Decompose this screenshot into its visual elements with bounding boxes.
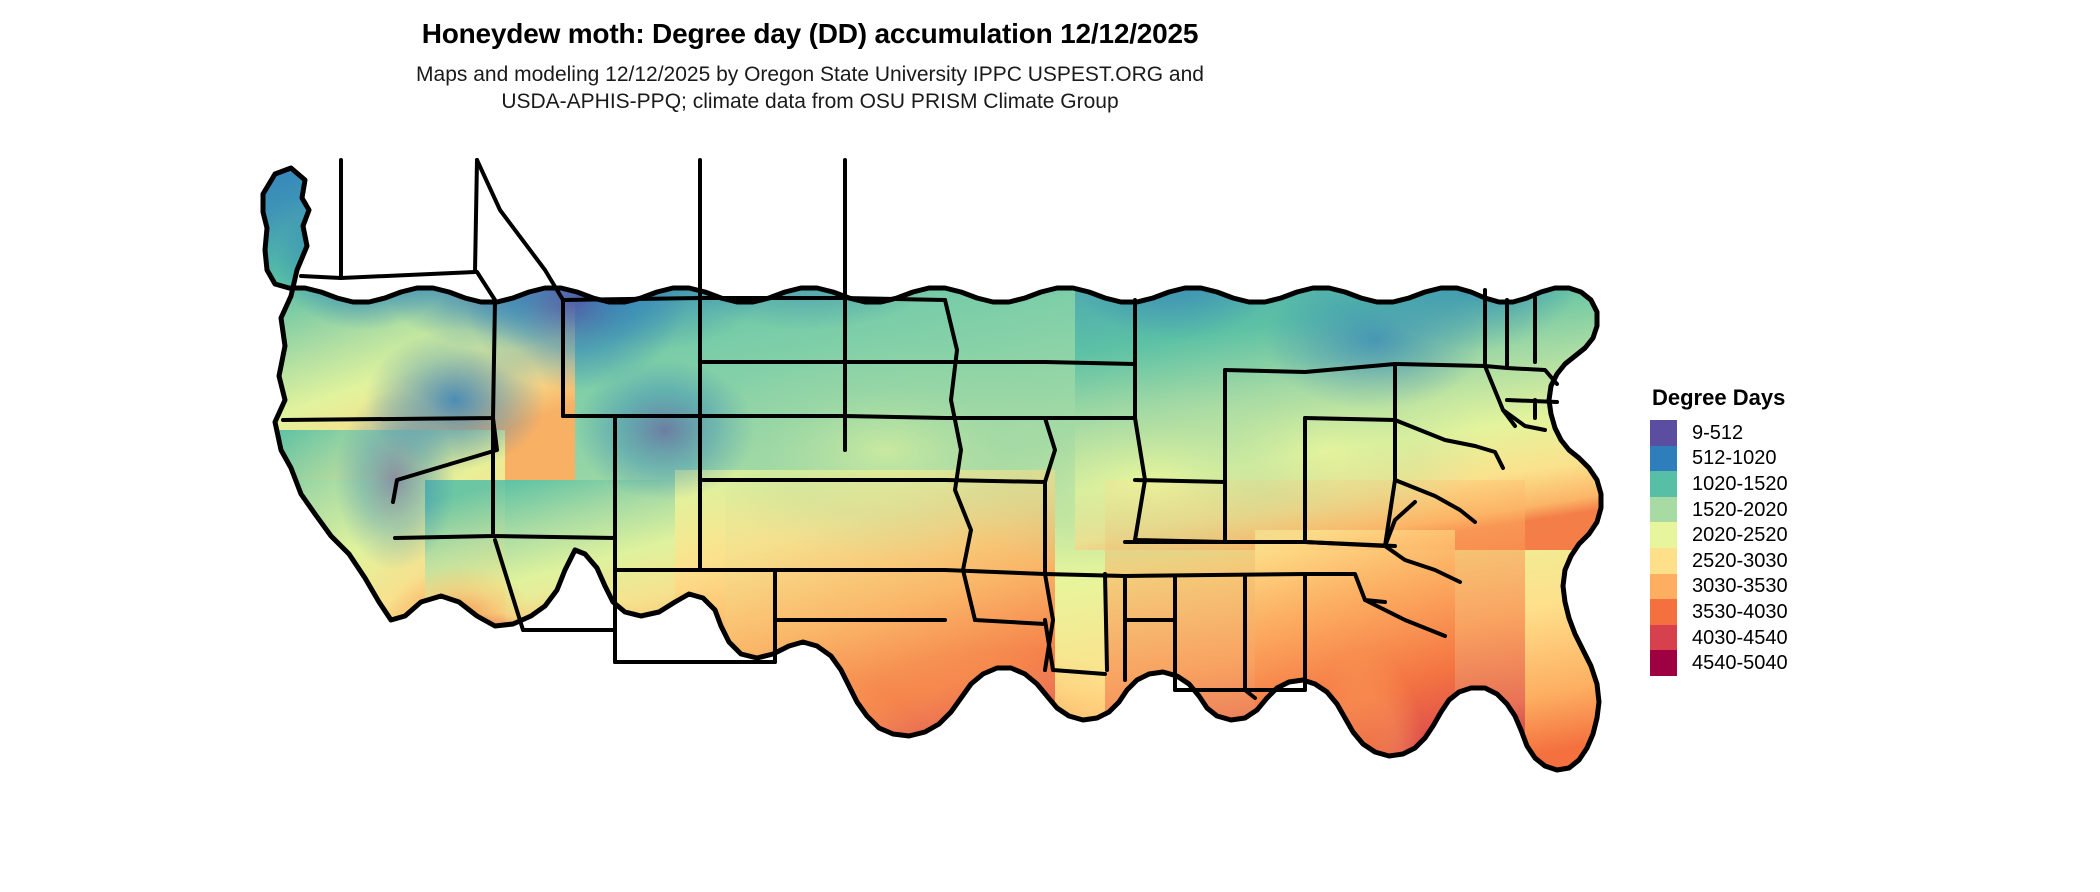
- map-legend: Degree Days 9-512 512-1020 1020-1520 152…: [1650, 385, 1950, 676]
- legend-entry-label: 4540-5040: [1692, 652, 1788, 675]
- legend-entry[interactable]: 4030-4540: [1650, 624, 1950, 651]
- choropleth-map: [245, 150, 1615, 880]
- legend-swatch-icon: [1650, 547, 1677, 574]
- legend-swatch-icon: [1650, 471, 1677, 497]
- legend-swatch-icon: [1650, 522, 1677, 548]
- legend-entry-label: 1520-2020: [1692, 498, 1788, 521]
- legend-swatch-icon: [1650, 624, 1677, 651]
- legend-entry-label: 1020-1520: [1692, 472, 1788, 495]
- legend-entry[interactable]: 3030-3530: [1650, 573, 1950, 600]
- legend-swatch-icon: [1650, 599, 1677, 625]
- legend-swatch-icon: [1650, 496, 1677, 523]
- legend-entry[interactable]: 3530-4030: [1650, 599, 1950, 625]
- us-degree-day-raster: [260, 158, 1604, 773]
- legend-entry-label: 4030-4540: [1692, 626, 1788, 649]
- legend-title: Degree Days: [1652, 385, 1786, 410]
- legend-entry-label: 2520-3030: [1692, 549, 1788, 572]
- legend-entry-list: 9-512 512-1020 1020-1520 1520-2020 2020-…: [1650, 420, 1950, 676]
- legend-swatch-icon: [1650, 445, 1677, 472]
- legend-entry-label: 9-512: [1692, 421, 1744, 444]
- legend-entry-label: 2020-2520: [1692, 524, 1788, 547]
- legend-entry[interactable]: 4540-5040: [1650, 650, 1950, 676]
- title-block: Honeydew moth: Degree day (DD) accumulat…: [0, 0, 1620, 116]
- legend-entry[interactable]: 2020-2520: [1650, 522, 1950, 548]
- legend-entry[interactable]: 2520-3030: [1650, 547, 1950, 574]
- legend-entry-label: 3530-4030: [1692, 600, 1788, 623]
- legend-entry[interactable]: 9-512: [1650, 420, 1950, 446]
- subtitle-line-1: Maps and modeling 12/12/2025 by Oregon S…: [416, 63, 1204, 86]
- legend-entry[interactable]: 1520-2020: [1650, 496, 1950, 523]
- state-boundaries: [260, 158, 1604, 773]
- raster-degree-day-surface: [263, 168, 1601, 770]
- legend-swatch-icon: [1650, 573, 1677, 600]
- legend-entry[interactable]: 1020-1520: [1650, 471, 1950, 497]
- legend-entry-label: 512-1020: [1692, 447, 1777, 470]
- legend-entry[interactable]: 512-1020: [1650, 445, 1950, 472]
- legend-swatch-icon: [1650, 650, 1677, 676]
- figure-subtitle: Maps and modeling 12/12/2025 by Oregon S…: [0, 50, 1620, 116]
- subtitle-line-2: USDA-APHIS-PPQ; climate data from OSU PR…: [501, 89, 1119, 113]
- legend-entry-label: 3030-3530: [1692, 575, 1788, 598]
- legend-swatch-icon: [1650, 420, 1677, 446]
- page-title: Honeydew moth: Degree day (DD) accumulat…: [421, 18, 1199, 49]
